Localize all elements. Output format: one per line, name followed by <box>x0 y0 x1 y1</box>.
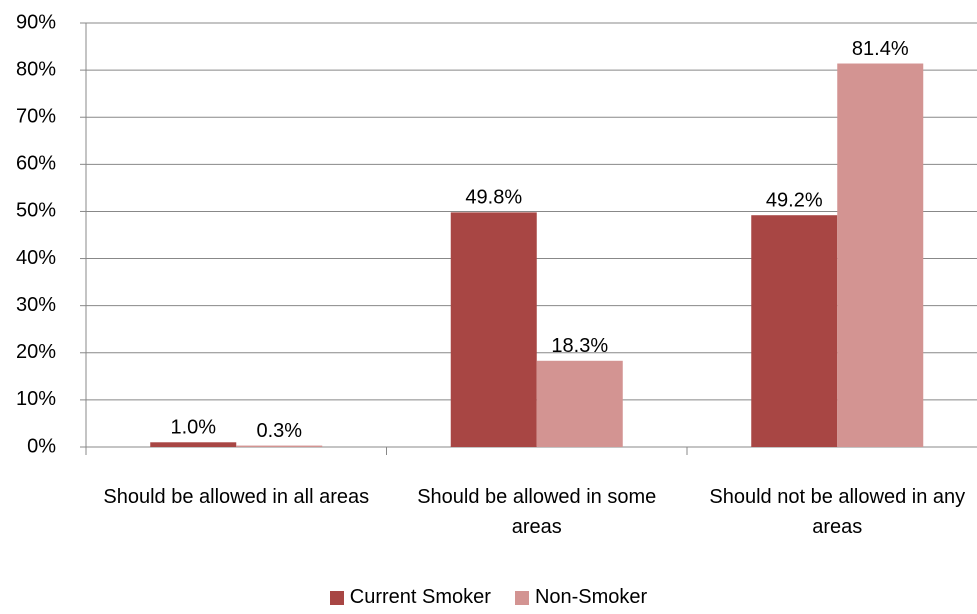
y-tick-label: 40% <box>16 247 56 269</box>
data-label: 49.8% <box>465 187 522 209</box>
y-tick-label: 10% <box>16 388 56 410</box>
bar <box>236 445 323 447</box>
legend-label: Non-Smoker <box>534 586 648 608</box>
legend-item: Non-Smoker <box>514 586 648 609</box>
legend-swatch <box>514 590 529 605</box>
y-tick-label: 60% <box>16 153 56 175</box>
legend-label: Current Smoker <box>349 586 491 608</box>
bar <box>837 63 924 447</box>
bar <box>150 442 237 447</box>
data-label: 1.0% <box>170 417 216 439</box>
y-tick-label: 50% <box>16 200 56 222</box>
bar <box>536 360 623 447</box>
y-tick-label: 20% <box>16 341 56 363</box>
data-label: 0.3% <box>256 420 302 442</box>
data-label: 49.2% <box>766 189 823 211</box>
legend: Current Smoker Non-Smoker <box>0 586 977 609</box>
legend-item: Current Smoker <box>329 586 491 609</box>
y-tick-label: 0% <box>27 435 56 457</box>
bar <box>450 212 537 447</box>
bar <box>751 215 838 447</box>
x-tick-label: Should be allowed in all areas <box>103 486 370 508</box>
y-tick-label: 80% <box>16 58 56 80</box>
legend-swatch <box>329 590 344 605</box>
y-tick-label: 90% <box>16 11 56 33</box>
x-tick-label: Should be allowed in some areas <box>417 486 657 538</box>
data-label: 18.3% <box>551 335 608 357</box>
data-label: 81.4% <box>852 38 909 60</box>
y-tick-label: 30% <box>16 294 56 316</box>
x-tick-label: Should not be allowed in any areas <box>709 486 966 538</box>
y-tick-label: 70% <box>16 106 56 128</box>
